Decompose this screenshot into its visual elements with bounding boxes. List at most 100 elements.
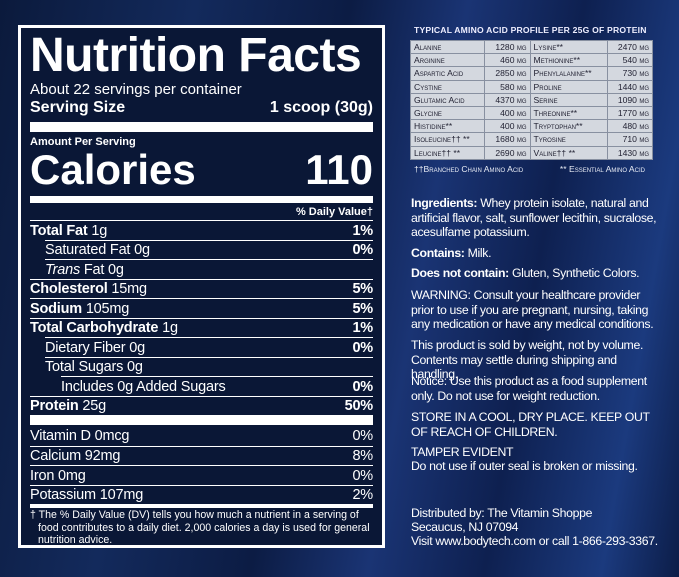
amino-acid: Phenylalanine**: [529, 66, 608, 81]
dv: 0%: [352, 242, 373, 258]
footnote: ††Branched Chain Amino Acid: [414, 163, 524, 174]
amount: 25g: [82, 398, 106, 414]
amino-acid: Cystine: [409, 79, 486, 94]
amino-title: Typical Amino Acid Profile per 25g of Pr…: [414, 25, 647, 35]
label: Calories: [30, 146, 196, 193]
dv-header: % Daily Value†: [295, 206, 373, 218]
amount: 1g: [91, 222, 108, 239]
dv: 5%: [352, 281, 373, 297]
amino-acid: Isoleucine†† **: [409, 132, 486, 147]
nutrient: Protein: [30, 398, 79, 414]
amino-profile: Typical Amino Acid Profile per 25g of Pr…: [409, 22, 654, 174]
amount: 710 mg: [606, 132, 654, 147]
nutrient: Calcium 92mg: [30, 448, 121, 464]
row: Saturated Fat 0g 0%: [45, 239, 373, 260]
amount: 480 mg: [606, 119, 654, 134]
amino-row: Arginine 460 mg Methionine** 540 mg: [409, 53, 654, 68]
thick-rule: [30, 196, 373, 203]
dv: 5%: [352, 300, 373, 317]
amino-acid: Tyrosine: [529, 132, 608, 147]
nutrient: Dietary Fiber 0g: [45, 339, 145, 356]
amino-row: Cystine 580 mg Proline 1440 mg: [409, 79, 654, 94]
amino-acid: Valine†† **: [529, 145, 608, 160]
dv: 0%: [352, 467, 373, 484]
row: Sodium 105mg 5%: [30, 298, 373, 318]
serving-size: Serving Size 1 scoop (30g): [30, 99, 373, 117]
nutrient: Includes 0g Added Sugars: [61, 378, 226, 395]
amino-acid: Threonine**: [529, 105, 608, 121]
nutrient: Potassium 107mg: [30, 487, 144, 503]
amino-acid: Histidine**: [409, 119, 486, 134]
address: Secaucus, NJ 07094: [411, 520, 519, 534]
amino-acid: Methionine**: [529, 53, 608, 68]
amount: 580 mg: [484, 79, 531, 94]
title: Nutrition Facts: [30, 29, 362, 82]
dv: 1%: [352, 222, 373, 239]
row: Dietary Fiber 0g 0%: [45, 337, 373, 357]
amount: 1g: [162, 320, 178, 336]
row: Total Sugars 0g: [45, 356, 373, 377]
row: Vitamin D 0mcg 0%: [30, 426, 373, 445]
amino-row: Isoleucine†† ** 1680 mg Tyrosine 710 mg: [409, 132, 654, 147]
calories: Calories 110: [30, 146, 373, 194]
does-not-contain: Does not contain: Gluten, Synthetic Colo…: [411, 266, 663, 281]
footnote: ** Essential Amino Acid: [559, 163, 645, 174]
distributed: Distributed by: The Vitamin Shoppe: [411, 506, 593, 520]
amount: 4370 mg: [484, 92, 531, 107]
amino-row: Aspartic Acid 2850 mg Phenylalanine** 730 m…: [409, 66, 654, 81]
nutrient: Cholesterol: [30, 281, 108, 297]
amount: 1770 mg: [606, 105, 654, 121]
nutrient: Sodium: [30, 300, 82, 317]
dv: 2%: [352, 487, 373, 503]
amount: 1440 mg: [606, 79, 654, 94]
amino-acid: Tryptophan**: [529, 119, 608, 134]
thick-rule: [30, 415, 373, 425]
text: Whey protein isolate, natural and artifi…: [411, 196, 657, 240]
nutrient: Total Fat: [30, 222, 88, 239]
dv: 8%: [352, 448, 373, 464]
amino-acid: Serine: [529, 92, 608, 107]
row: Includes 0g Added Sugars 0%: [61, 376, 373, 396]
amount: 105mg: [85, 300, 130, 317]
row: Calcium 92mg 8%: [30, 445, 373, 466]
dv: 0%: [352, 378, 373, 395]
row: Cholesterol 15mg 5%: [30, 278, 373, 299]
label: Ingredients:: [411, 196, 478, 210]
amount: 15mg: [111, 281, 147, 297]
label: Contains:: [411, 246, 465, 260]
amino-table: Alanine 1280 mg Lysine** 2470 mg Arginine 460…: [409, 39, 654, 160]
row: Protein 25g 50%: [30, 395, 373, 416]
amount: 2850 mg: [484, 66, 531, 81]
warning: WARNING: Consult your healthcare provide…: [411, 288, 654, 332]
label: Does not contain:: [411, 266, 509, 280]
amino-acid: Glutamic Acid: [409, 92, 486, 107]
amount: 1090 mg: [606, 92, 654, 107]
value: 110: [305, 146, 373, 193]
visit: Visit www.bodytech.com or call 1-866-293…: [411, 534, 658, 548]
amino-row: Histidine** 400 mg Tryptophan** 480 mg: [409, 119, 654, 134]
amount-per-serving: Amount Per Serving: [30, 136, 136, 148]
amount: 1680 mg: [484, 132, 531, 147]
nutrient: Trans: [45, 261, 80, 278]
tamper-title: TAMPER EVIDENT: [411, 445, 514, 459]
contains: Contains: Milk.: [411, 246, 663, 261]
row: Trans Fat 0g: [45, 259, 373, 279]
dv: 0%: [352, 427, 373, 444]
amino-acid: Alanine: [409, 39, 486, 55]
nutrient: Vitamin D 0mcg: [30, 427, 130, 444]
amino-acid: Proline: [529, 79, 608, 94]
amino-row: Leucine†† ** 2690 mg Valine†† ** 1430 mg: [409, 145, 654, 160]
value: 1 scoop (30g): [269, 99, 373, 116]
ingredients: Ingredients: Whey protein isolate, natur…: [411, 196, 663, 240]
weight-note: This product is sold by weight, not by v…: [411, 338, 644, 382]
amino-acid: Glycine: [409, 105, 486, 121]
notice: Notice: Use this product as a food suppl…: [411, 374, 647, 403]
amount: Fat 0g: [83, 261, 124, 278]
row: Total Carbohydrate 1g 1%: [30, 317, 373, 338]
amino-acid: Lysine**: [529, 39, 608, 55]
amino-acid: Leucine†† **: [409, 145, 486, 160]
nutrient: Total Sugars 0g: [45, 359, 143, 375]
row: Potassium 107mg 2%: [30, 484, 373, 505]
amount: 460 mg: [484, 53, 531, 68]
